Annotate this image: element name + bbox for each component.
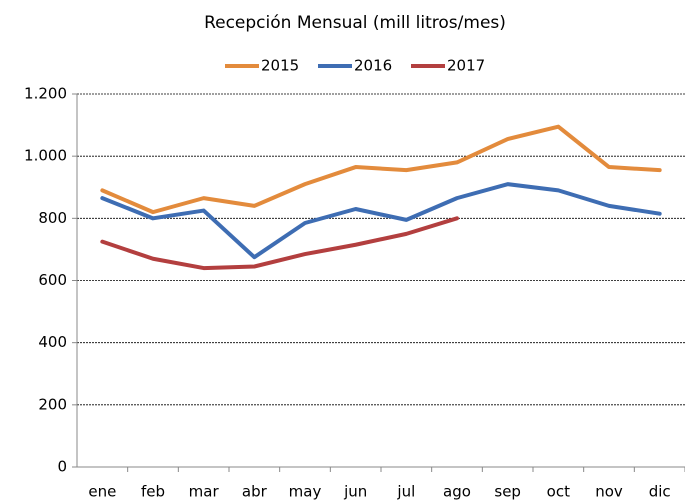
y-tick-label: 800 (38, 209, 67, 227)
x-tick-label: jun (343, 483, 367, 501)
x-tick-label: jul (396, 483, 415, 501)
y-tick-label: 200 (38, 395, 67, 413)
x-tick-label: may (289, 483, 322, 501)
y-tick-label: 600 (38, 271, 67, 289)
chart-title: Recepción Mensual (mill litros/mes) (204, 13, 506, 33)
x-tick-label: nov (595, 483, 623, 501)
y-tick-label: 0 (57, 458, 67, 476)
legend-label: 2016 (354, 57, 392, 75)
x-tick-label: ene (88, 483, 116, 501)
y-tick-label: 1.000 (24, 147, 67, 165)
x-tick-label: dic (649, 483, 671, 501)
series-line (100, 216, 459, 271)
series-line (100, 124, 662, 215)
x-tick-label: mar (189, 483, 220, 501)
x-tick-label: abr (242, 483, 268, 501)
legend-label: 2017 (447, 57, 485, 75)
x-tick-label: feb (141, 483, 165, 501)
y-tick-label: 1.200 (24, 85, 67, 103)
series-line (100, 182, 662, 260)
x-tick-label: ago (443, 483, 471, 501)
y-tick-label: 400 (38, 333, 67, 351)
x-tick-label: sep (494, 483, 521, 501)
x-tick-label: oct (547, 483, 570, 501)
legend-label: 2015 (261, 57, 299, 75)
